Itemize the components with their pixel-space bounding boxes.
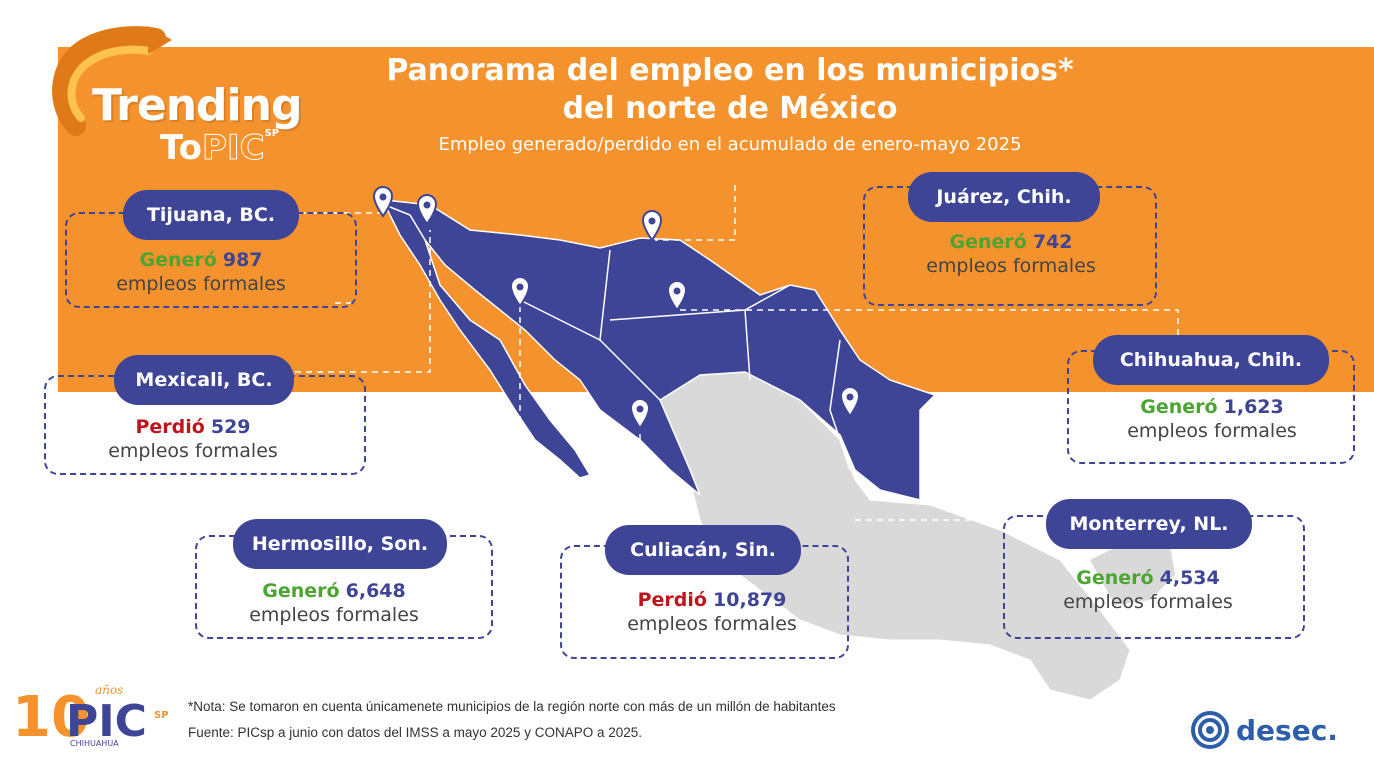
city-label-tijuana: Tijuana, BC. xyxy=(123,190,299,240)
svg-text:SP: SP xyxy=(154,710,169,721)
stat-chihuahua: Generó 1,623 empleos formales xyxy=(1127,396,1297,442)
city-label-chihuahua: Chihuahua, Chih. xyxy=(1093,335,1329,385)
trending-topic-logo xyxy=(52,26,172,136)
page-subtitle: Empleo generado/perdido en el acumulado … xyxy=(438,134,1022,155)
baja-california xyxy=(383,203,592,479)
pin-hermosillo xyxy=(509,276,531,308)
pin-monterrey xyxy=(839,386,861,418)
svg-text:años: años xyxy=(95,683,123,697)
stat-monterrey: Generó 4,534 empleos formales xyxy=(1063,567,1233,613)
footnote: *Nota: Se tomaron en cuenta únicamenete … xyxy=(188,699,836,714)
stat-juarez: Generó 742 empleos formales xyxy=(926,231,1096,277)
location-pins xyxy=(372,186,861,430)
desec-icon xyxy=(1191,711,1229,749)
city-label-juarez: Juárez, Chih. xyxy=(908,172,1100,222)
pin-juarez xyxy=(641,210,663,242)
logo-trending: Trending xyxy=(92,80,302,131)
stat-tijuana: Generó 987 empleos formales xyxy=(116,249,286,295)
logo-topic: ToPICSP xyxy=(160,128,280,169)
city-label-hermosillo: Hermosillo, Son. xyxy=(233,519,447,569)
pic-10-anos-logo: 10 PIC años SP CHIHUAHUA xyxy=(12,683,169,748)
stat-mexicali: Perdió 529 empleos formales xyxy=(108,416,278,462)
source-note: Fuente: PICsp a junio con datos del IMSS… xyxy=(188,725,642,740)
stat-culiacan: Perdió 10,879 empleos formales xyxy=(627,589,797,635)
northern-states xyxy=(383,199,937,501)
city-label-monterrey: Monterrey, NL. xyxy=(1046,499,1252,549)
pin-tijuana xyxy=(372,186,394,218)
pin-chihuahua xyxy=(666,280,688,312)
yucatan-region xyxy=(1090,540,1175,605)
pin-culiacan xyxy=(629,398,651,430)
city-label-culiacan: Culiacán, Sin. xyxy=(605,525,801,575)
svg-text:PIC: PIC xyxy=(66,696,147,747)
page-title: Panorama del empleo en los municipios* d… xyxy=(386,53,1074,126)
city-label-mexicali: Mexicali, BC. xyxy=(114,355,294,405)
svg-text:10: 10 xyxy=(12,685,90,748)
svg-text:CHIHUAHUA: CHIHUAHUA xyxy=(70,739,119,748)
pin-mexicali xyxy=(416,194,438,226)
stat-hermosillo: Generó 6,648 empleos formales xyxy=(249,580,419,626)
desec-logo: desec. xyxy=(1236,714,1338,747)
